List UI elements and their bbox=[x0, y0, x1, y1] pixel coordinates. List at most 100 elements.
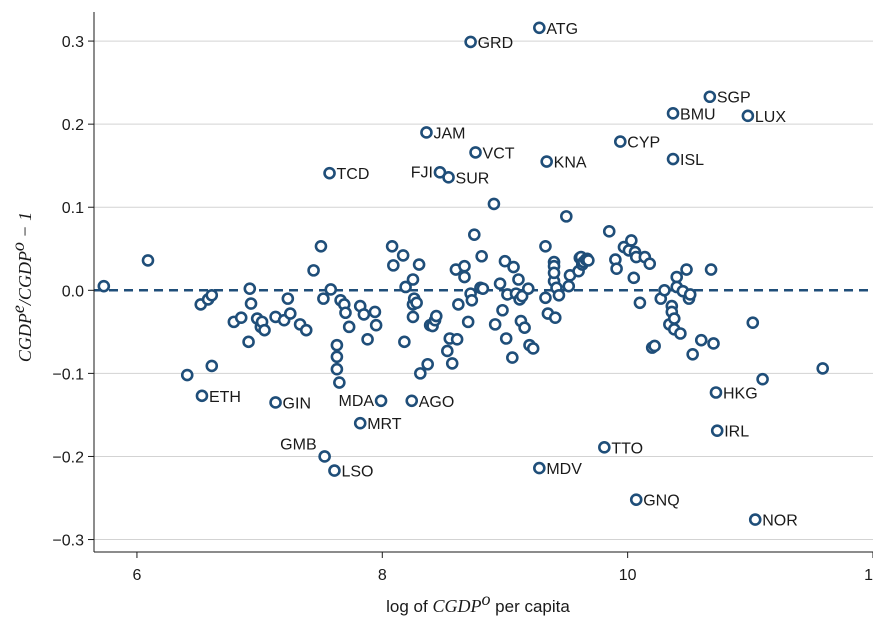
data-point-sgp bbox=[703, 90, 717, 104]
point-label-irl: IRL bbox=[724, 424, 749, 441]
point-label-kna: KNA bbox=[554, 155, 587, 172]
data-point bbox=[396, 249, 410, 262]
data-point-grd bbox=[464, 35, 477, 49]
data-point bbox=[357, 308, 371, 321]
data-point bbox=[552, 288, 566, 302]
data-point bbox=[683, 288, 697, 301]
data-point bbox=[429, 309, 443, 323]
point-label-nor: NOR bbox=[762, 513, 798, 530]
data-point bbox=[399, 280, 412, 294]
data-point-jam bbox=[420, 126, 433, 139]
point-label-gin: GIN bbox=[283, 395, 311, 412]
data-point bbox=[643, 257, 657, 271]
data-point bbox=[488, 318, 502, 331]
y-axis-title-num: CGDP bbox=[15, 313, 35, 362]
point-label-sur: SUR bbox=[456, 170, 490, 187]
point-label-atg: ATG bbox=[546, 21, 578, 38]
data-point bbox=[458, 270, 471, 284]
data-point bbox=[387, 259, 400, 272]
data-point bbox=[406, 310, 420, 324]
point-label-cyp: CYP bbox=[627, 135, 660, 152]
x-axis-title-suffix: per capita bbox=[490, 597, 570, 616]
y-tick-label: 0.1 bbox=[62, 200, 84, 217]
data-point-mrt bbox=[353, 416, 367, 430]
data-point bbox=[330, 338, 344, 352]
point-label-eth: ETH bbox=[209, 389, 241, 406]
x-axis-title-var: CGDP bbox=[432, 596, 481, 616]
data-point bbox=[445, 357, 459, 370]
data-point bbox=[507, 260, 520, 274]
data-point bbox=[299, 323, 313, 337]
point-label-tcd: TCD bbox=[337, 166, 370, 183]
point-label-lso: LSO bbox=[341, 464, 373, 481]
data-point bbox=[180, 368, 194, 382]
y-tick-label: −0.2 bbox=[52, 449, 84, 466]
data-point bbox=[539, 239, 552, 253]
data-point bbox=[369, 318, 383, 332]
grid-layer bbox=[94, 40, 873, 541]
data-point-tto bbox=[598, 441, 611, 454]
data-point-eth bbox=[195, 389, 209, 403]
x-tick-label: 8 bbox=[378, 567, 387, 584]
data-point bbox=[610, 262, 623, 276]
y-axis-title-den-sup: o bbox=[8, 242, 28, 251]
data-point bbox=[560, 210, 573, 223]
data-point-tcd bbox=[323, 166, 336, 180]
data-point bbox=[317, 292, 330, 305]
data-point bbox=[512, 273, 525, 286]
data-point bbox=[707, 337, 720, 350]
data-point bbox=[330, 362, 344, 376]
data-point bbox=[205, 288, 219, 302]
data-point bbox=[314, 239, 328, 253]
y-axis-title-num-sup: e bbox=[8, 305, 28, 313]
data-point bbox=[368, 305, 382, 319]
data-point bbox=[385, 239, 399, 253]
data-point-sur bbox=[442, 171, 455, 184]
data-point bbox=[458, 259, 471, 273]
data-point-irl bbox=[710, 424, 724, 438]
point-label-ago: AGO bbox=[419, 394, 455, 411]
data-point bbox=[496, 303, 509, 317]
data-point bbox=[450, 333, 464, 346]
x-tick-label: 6 bbox=[132, 567, 141, 584]
data-point bbox=[539, 291, 552, 305]
data-point bbox=[658, 284, 671, 297]
data-point bbox=[475, 249, 488, 263]
data-point-mdv bbox=[533, 461, 546, 475]
point-label-fji: FJI bbox=[411, 164, 433, 181]
data-point bbox=[686, 347, 699, 361]
data-point bbox=[244, 297, 258, 310]
data-point-bmu bbox=[666, 107, 680, 120]
x-axis-title-prefix: log of bbox=[386, 597, 432, 616]
point-label-mda: MDA bbox=[339, 393, 375, 410]
y-tick-label: 0.0 bbox=[62, 283, 84, 300]
data-point bbox=[746, 316, 760, 330]
data-point bbox=[521, 282, 535, 295]
data-point bbox=[406, 273, 420, 286]
point-label-sgp: SGP bbox=[717, 90, 751, 107]
x-tick-label: 12 bbox=[864, 567, 873, 584]
data-point bbox=[674, 327, 687, 340]
data-point-gnq bbox=[629, 493, 643, 506]
data-point-mda bbox=[374, 394, 388, 408]
data-point bbox=[258, 323, 271, 337]
y-axis-title: CGDPe/CGDPo − 1 bbox=[8, 212, 35, 362]
data-point-lso bbox=[328, 464, 341, 477]
data-point bbox=[242, 335, 255, 349]
x-tick-label: 10 bbox=[619, 567, 637, 584]
data-point bbox=[493, 277, 507, 290]
point-label-mrt: MRT bbox=[367, 416, 402, 433]
data-point bbox=[307, 264, 320, 277]
data-point-hkg bbox=[709, 386, 723, 399]
data-point bbox=[667, 312, 681, 325]
point-label-gnq: GNQ bbox=[643, 493, 679, 510]
data-point bbox=[410, 296, 423, 310]
data-point bbox=[141, 254, 155, 267]
y-tick-label: −0.3 bbox=[52, 533, 84, 550]
data-point bbox=[421, 357, 434, 371]
data-point-atg bbox=[533, 21, 546, 35]
data-point-cyp bbox=[613, 135, 627, 148]
data-point bbox=[816, 362, 830, 375]
